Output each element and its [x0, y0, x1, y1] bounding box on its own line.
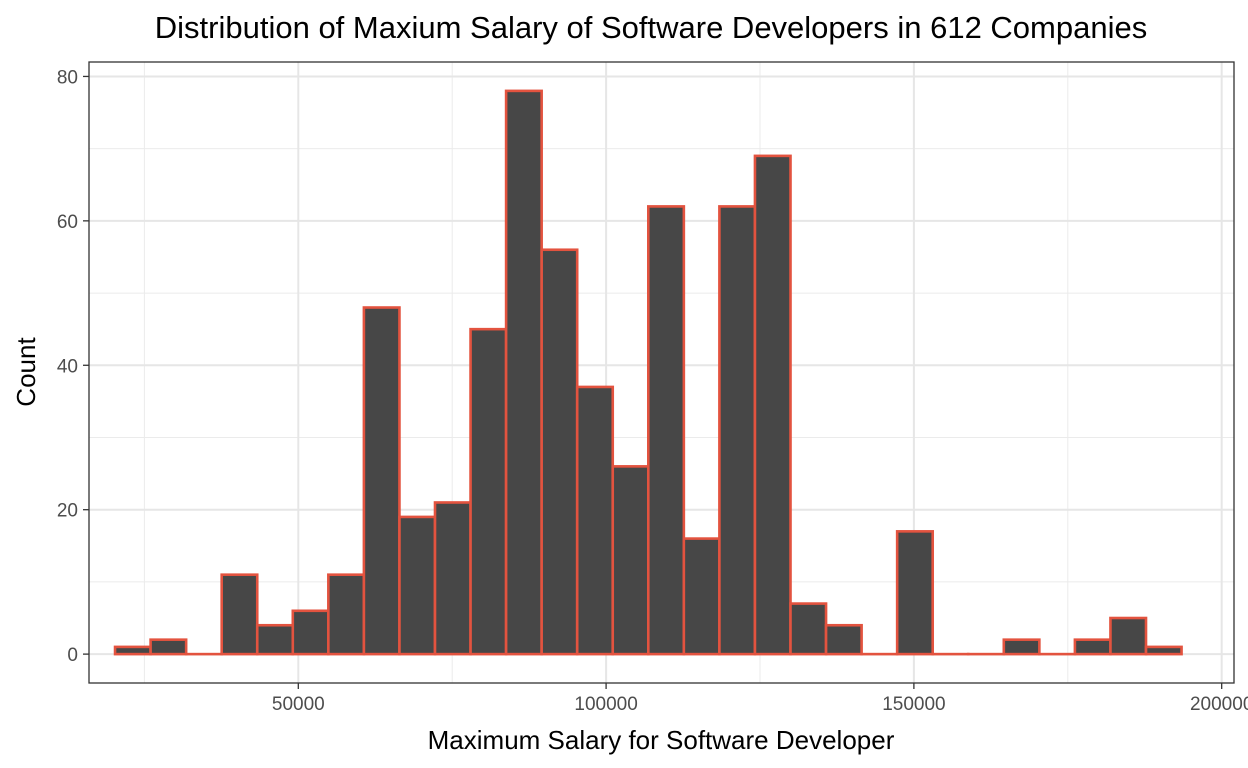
histogram-bar [469, 327, 508, 656]
x-tick-label: 200000 [1190, 694, 1248, 715]
y-tick-label: 40 [57, 356, 78, 377]
histogram-bar [291, 609, 330, 656]
histogram-bar [753, 154, 792, 656]
histogram-bar [789, 602, 828, 656]
histogram-bar [575, 385, 615, 656]
x-tick-label: 100000 [574, 694, 637, 715]
y-tick-label: 60 [57, 212, 78, 233]
histogram-bar [1073, 638, 1112, 656]
histogram-bar [255, 623, 295, 656]
histogram-bar [398, 515, 437, 656]
histogram-bar [718, 205, 757, 656]
plot-panel-border [88, 61, 1235, 684]
y-tick-label: 80 [57, 67, 78, 88]
x-tick-label: 150000 [882, 694, 945, 715]
y-axis-title: Count [11, 337, 41, 407]
histogram-bars [113, 89, 1183, 656]
histogram-bar [220, 573, 259, 656]
y-tick-label: 0 [67, 645, 78, 666]
histogram-bar [824, 623, 863, 656]
histogram-bar [1109, 616, 1148, 656]
histogram-bar [682, 537, 721, 656]
histogram-bar [611, 465, 650, 656]
histogram-bar [895, 530, 935, 656]
histogram-bar [362, 306, 401, 656]
histogram-bar [647, 205, 686, 656]
histogram-bar [540, 248, 579, 656]
histogram-bar [433, 501, 472, 656]
y-axis: 0 20 40 60 80 [57, 67, 89, 666]
histogram-bar [149, 638, 188, 656]
histogram-bar [327, 573, 366, 656]
y-tick-label: 20 [57, 501, 78, 522]
histogram-bar [1002, 638, 1041, 656]
histogram-bar [113, 645, 152, 656]
chart-title: Distribution of Maxium Salary of Softwar… [155, 10, 1147, 45]
x-tick-label: 50000 [272, 694, 325, 715]
histogram-bar [504, 89, 543, 656]
x-axis-title: Maximum Salary for Software Developer [428, 725, 895, 755]
x-axis: 50000 100000 150000 200000 [272, 683, 1248, 715]
histogram-bar [1144, 645, 1183, 656]
